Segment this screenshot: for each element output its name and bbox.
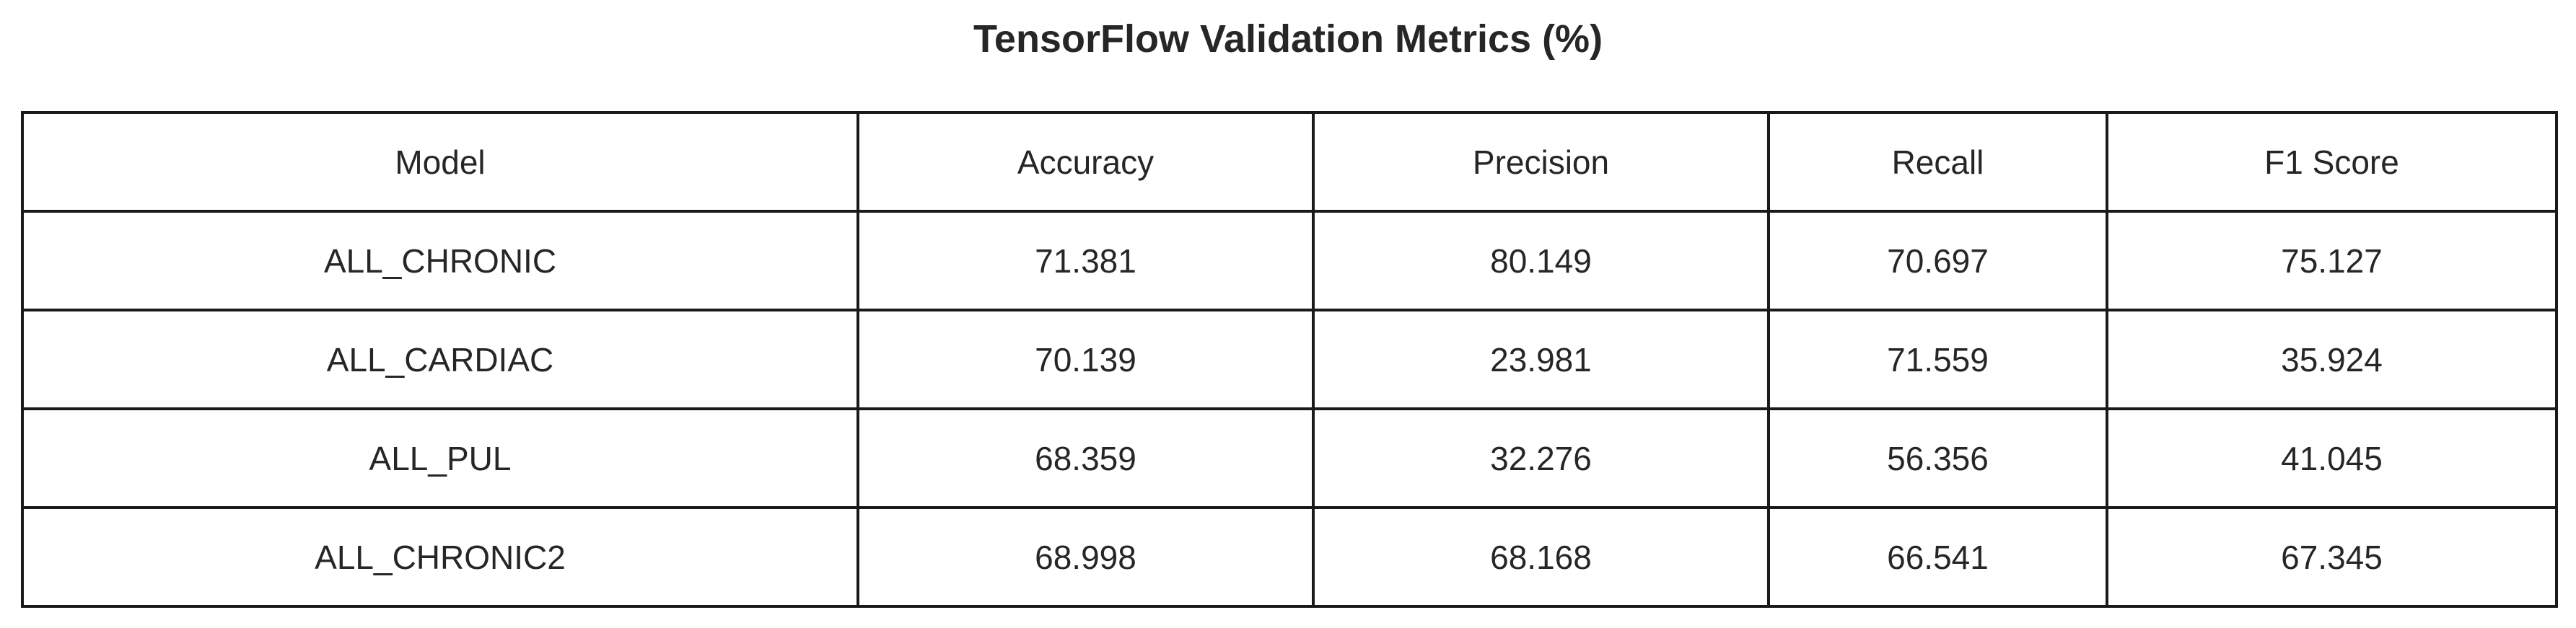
cell-precision: 23.981 (1312, 309, 1770, 410)
column-header-precision: Precision (1312, 111, 1770, 213)
cell-accuracy: 70.139 (857, 309, 1315, 410)
table-row: ALL_CARDIAC 70.139 23.981 71.559 35.924 (21, 309, 2558, 410)
cell-model: ALL_PUL (21, 407, 859, 509)
cell-precision: 32.276 (1312, 407, 1770, 509)
cell-recall: 56.356 (1767, 407, 2108, 509)
table-row: ALL_CHRONIC2 68.998 68.168 66.541 67.345 (21, 506, 2558, 608)
table-row: ALL_CHRONIC 71.381 80.149 70.697 75.127 (21, 210, 2558, 311)
column-header-model: Model (21, 111, 859, 213)
cell-recall: 71.559 (1767, 309, 2108, 410)
cell-recall: 66.541 (1767, 506, 2108, 608)
chart-title: TensorFlow Validation Metrics (%) (973, 17, 1603, 61)
cell-f1-score: 35.924 (2106, 309, 2558, 410)
cell-precision: 80.149 (1312, 210, 1770, 311)
cell-f1-score: 41.045 (2106, 407, 2558, 509)
cell-f1-score: 67.345 (2106, 506, 2558, 608)
cell-precision: 68.168 (1312, 506, 1770, 608)
cell-model: ALL_CARDIAC (21, 309, 859, 410)
cell-f1-score: 75.127 (2106, 210, 2558, 311)
column-header-recall: Recall (1767, 111, 2108, 213)
column-header-accuracy: Accuracy (857, 111, 1315, 213)
cell-accuracy: 71.381 (857, 210, 1315, 311)
cell-recall: 70.697 (1767, 210, 2108, 311)
cell-accuracy: 68.359 (857, 407, 1315, 509)
cell-model: ALL_CHRONIC (21, 210, 859, 311)
table-header-row: Model Accuracy Precision Recall F1 Score (21, 111, 2558, 213)
metrics-table: Model Accuracy Precision Recall F1 Score… (21, 111, 2558, 608)
table-row: ALL_PUL 68.359 32.276 56.356 41.045 (21, 407, 2558, 509)
column-header-f1-score: F1 Score (2106, 111, 2558, 213)
cell-accuracy: 68.998 (857, 506, 1315, 608)
cell-model: ALL_CHRONIC2 (21, 506, 859, 608)
